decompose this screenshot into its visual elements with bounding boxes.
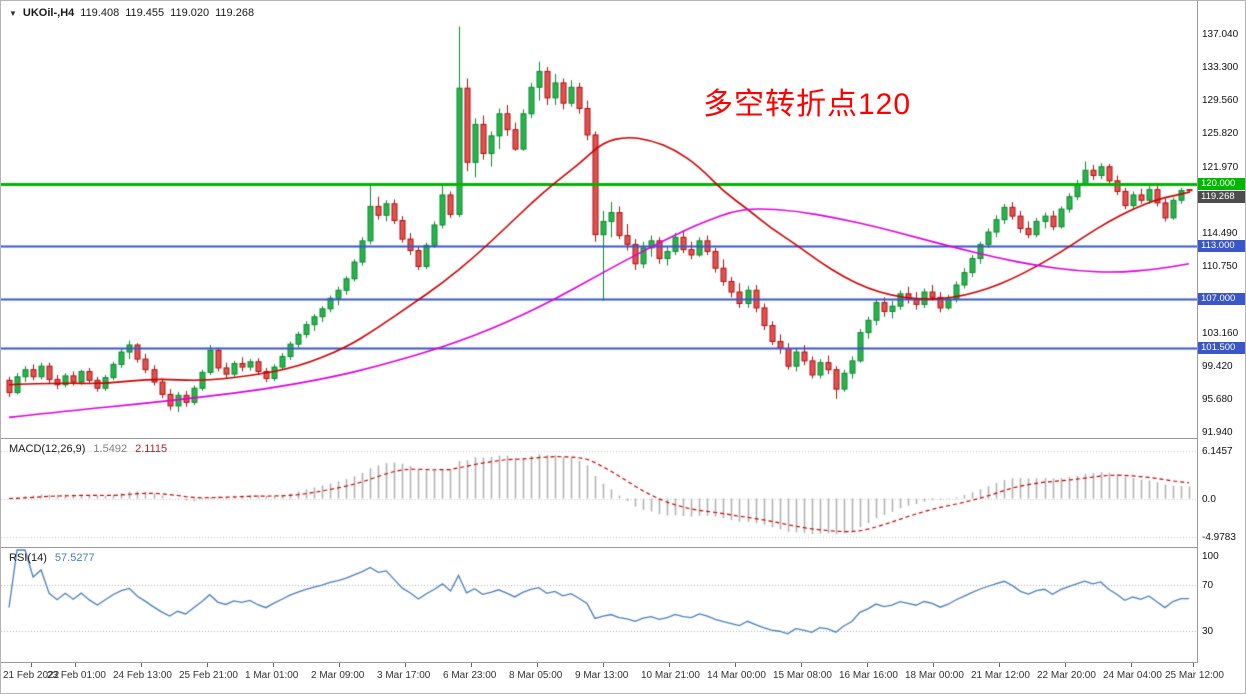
price-axis-label: 129.560 bbox=[1202, 95, 1239, 106]
rsi-axis-label: 70 bbox=[1202, 579, 1214, 591]
price-axis-label: 121.970 bbox=[1202, 161, 1239, 173]
hline-price-badge: 101.500 bbox=[1198, 342, 1245, 354]
time-axis-label: 24 Mar 04:00 bbox=[1103, 670, 1162, 681]
price-axis-label: 91.940 bbox=[1202, 427, 1233, 438]
time-axis-tick bbox=[273, 663, 274, 667]
collapse-chart-icon[interactable]: ▼ bbox=[9, 8, 17, 18]
price-chart-canvas[interactable] bbox=[1, 1, 1197, 438]
time-axis[interactable]: 21 Feb 2022 23 Feb 01:00 24 Feb 13:00 25 Fe… bbox=[1, 663, 1245, 693]
time-axis-label: 25 Feb 21:00 bbox=[179, 670, 238, 681]
time-axis-tick bbox=[339, 663, 340, 667]
macd-main-value: 1.5492 bbox=[93, 443, 128, 455]
time-axis-label: 21 Mar 12:00 bbox=[971, 670, 1030, 681]
time-axis-label: 8 Mar 05:00 bbox=[509, 670, 563, 681]
price-axis[interactable]: 137.040133.300129.560125.820121.970118.2… bbox=[1197, 1, 1245, 663]
price-axis-label: 99.420 bbox=[1202, 360, 1233, 372]
price-axis-label: 103.160 bbox=[1202, 327, 1239, 339]
time-axis-tick bbox=[471, 663, 472, 667]
time-axis-label: 25 Mar 12:00 bbox=[1165, 670, 1224, 681]
panel-separator[interactable] bbox=[1, 662, 1245, 663]
time-axis-label: 23 Feb 01:00 bbox=[47, 670, 106, 681]
time-axis-tick bbox=[75, 663, 76, 667]
price-axis-label: 133.300 bbox=[1202, 62, 1239, 73]
time-axis-tick bbox=[669, 663, 670, 667]
hline-price-badge: 113.000 bbox=[1198, 240, 1245, 252]
macd-axis-label: 6.1457 bbox=[1202, 446, 1233, 457]
quote-open: 119.408 bbox=[80, 7, 120, 19]
hline-price-badge: 120.000 bbox=[1198, 178, 1245, 190]
panel-separator[interactable] bbox=[1, 438, 1245, 439]
symbol-header: ▼ UKOil-,H4 119.408 119.455 119.020 119.… bbox=[9, 7, 254, 19]
macd-axis-label: 0.0 bbox=[1202, 493, 1216, 505]
quote-low: 119.020 bbox=[170, 7, 210, 19]
time-axis-tick bbox=[31, 663, 32, 667]
price-axis-label: 110.750 bbox=[1202, 261, 1238, 272]
time-axis-label: 1 Mar 01:00 bbox=[245, 670, 299, 681]
rsi-indicator-canvas[interactable] bbox=[1, 548, 1197, 662]
macd-signal-value: 2.1115 bbox=[135, 443, 168, 455]
rsi-indicator-name: RSI(14) bbox=[9, 552, 47, 564]
price-axis-label: 137.040 bbox=[1202, 29, 1239, 40]
time-axis-label: 22 Mar 20:00 bbox=[1037, 670, 1096, 681]
chart-annotation-text[interactable]: 多空转折点120 bbox=[703, 88, 912, 121]
price-axis-label: 114.490 bbox=[1202, 228, 1238, 239]
time-axis-tick bbox=[735, 663, 736, 667]
symbol-timeframe-label: UKOil-,H4 bbox=[22, 7, 75, 19]
price-axis-label: 125.820 bbox=[1202, 128, 1239, 139]
time-axis-tick bbox=[1131, 663, 1132, 667]
time-axis-tick bbox=[141, 663, 142, 667]
time-axis-label: 10 Mar 21:00 bbox=[641, 670, 700, 681]
time-axis-tick bbox=[801, 663, 802, 667]
panel-separator[interactable] bbox=[1, 547, 1245, 548]
time-axis-label: 24 Feb 13:00 bbox=[113, 670, 172, 681]
current-price-badge: 119.268 bbox=[1198, 191, 1245, 203]
macd-indicator-canvas[interactable] bbox=[1, 439, 1197, 547]
macd-indicator-name: MACD(12,26,9) bbox=[9, 443, 86, 455]
time-axis-label: 16 Mar 16:00 bbox=[839, 670, 898, 681]
rsi-label-row: RSI(14) 57.5277 bbox=[9, 552, 95, 564]
rsi-axis-label: 100 bbox=[1202, 551, 1219, 562]
time-axis-label: 3 Mar 17:00 bbox=[377, 670, 431, 681]
time-axis-tick bbox=[405, 663, 406, 667]
time-axis-tick bbox=[933, 663, 934, 667]
time-axis-tick bbox=[1065, 663, 1066, 667]
time-axis-label: 6 Mar 23:00 bbox=[443, 670, 497, 681]
time-axis-tick bbox=[867, 663, 868, 667]
hline-price-badge: 107.000 bbox=[1198, 293, 1245, 305]
time-axis-tick bbox=[537, 663, 538, 667]
time-axis-tick bbox=[207, 663, 208, 667]
price-axis-label: 95.680 bbox=[1202, 393, 1233, 405]
macd-axis-label: -4.9783 bbox=[1202, 532, 1236, 543]
time-axis-tick bbox=[603, 663, 604, 667]
macd-label-row: MACD(12,26,9) 1.5492 2.1115 bbox=[9, 443, 167, 455]
rsi-value: 57.5277 bbox=[54, 552, 95, 564]
quote-high: 119.455 bbox=[125, 7, 165, 19]
time-axis-label: 9 Mar 13:00 bbox=[575, 670, 629, 681]
time-axis-label: 18 Mar 00:00 bbox=[905, 670, 964, 681]
quote-close: 119.268 bbox=[215, 7, 255, 19]
rsi-axis-label: 30 bbox=[1202, 625, 1214, 637]
time-axis-tick bbox=[1193, 663, 1194, 667]
time-axis-label: 2 Mar 09:00 bbox=[311, 670, 365, 681]
time-axis-label: 21 Feb 2022 bbox=[3, 670, 60, 681]
time-axis-tick bbox=[999, 663, 1000, 667]
time-axis-label: 14 Mar 00:00 bbox=[707, 670, 766, 681]
time-axis-label: 15 Mar 08:00 bbox=[773, 670, 832, 681]
